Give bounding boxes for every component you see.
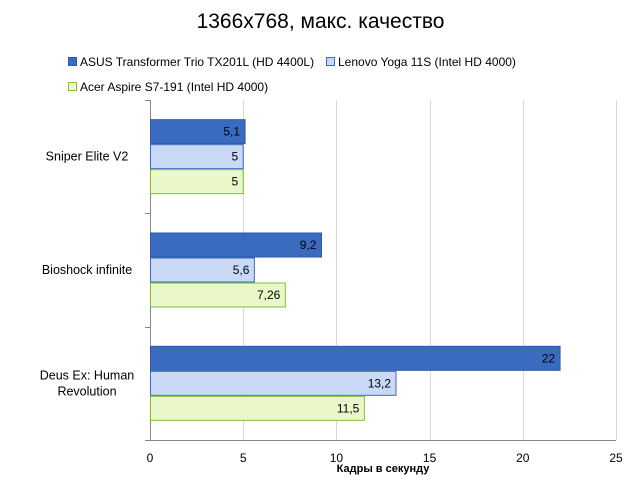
legend-swatch-acer [68, 82, 77, 91]
data-label: 5,6 [233, 263, 250, 277]
x-tick-label: 15 [423, 451, 437, 465]
legend-item-acer: Acer Aspire S7-191 (Intel HD 4000) [68, 80, 268, 94]
bar [150, 232, 322, 258]
legend-swatch-lenovo [326, 57, 335, 66]
bar [150, 345, 561, 371]
category-label: Sniper Elite V2 [46, 150, 129, 164]
data-label: 5 [232, 175, 239, 189]
legend-label-lenovo: Lenovo Yoga 11S (Intel HD 4000) [338, 55, 516, 69]
category-label: Bioshock infinite [42, 263, 132, 277]
data-label: 7,26 [257, 288, 281, 302]
bar [150, 119, 246, 145]
bar [150, 282, 286, 308]
x-tick-label: 5 [240, 451, 247, 465]
bar [150, 370, 397, 396]
category-label: Deus Ex: Human [40, 368, 135, 382]
x-axis-title: Кадры в секунду [336, 463, 430, 475]
data-label: 22 [542, 351, 556, 365]
x-tick-label: 0 [147, 451, 154, 465]
category-label: Revolution [57, 384, 116, 398]
legend-swatch-asus [68, 57, 77, 66]
data-label: 5,1 [223, 125, 240, 139]
data-label: 9,2 [300, 238, 317, 252]
x-tick-label: 20 [516, 451, 530, 465]
x-tick-label: 25 [609, 451, 623, 465]
bar [150, 169, 244, 195]
chart-title: 1366x768, макс. качество [196, 10, 445, 33]
bar [150, 257, 255, 283]
legend-label-acer: Acer Aspire S7-191 (Intel HD 4000) [80, 80, 269, 94]
legend-item-lenovo: Lenovo Yoga 11S (Intel HD 4000) [326, 55, 516, 69]
data-label: 5 [232, 150, 239, 164]
bar [150, 144, 244, 170]
legend-label-asus: ASUS Transformer Trio TX201L (HD 4400L) [80, 55, 315, 69]
data-label: 11,5 [337, 401, 360, 415]
x-tick-label: 10 [330, 451, 344, 465]
legend-item-asus: ASUS Transformer Trio TX201L (HD 4400L) [68, 55, 314, 69]
data-label: 13,2 [368, 376, 392, 390]
bar [150, 395, 365, 421]
